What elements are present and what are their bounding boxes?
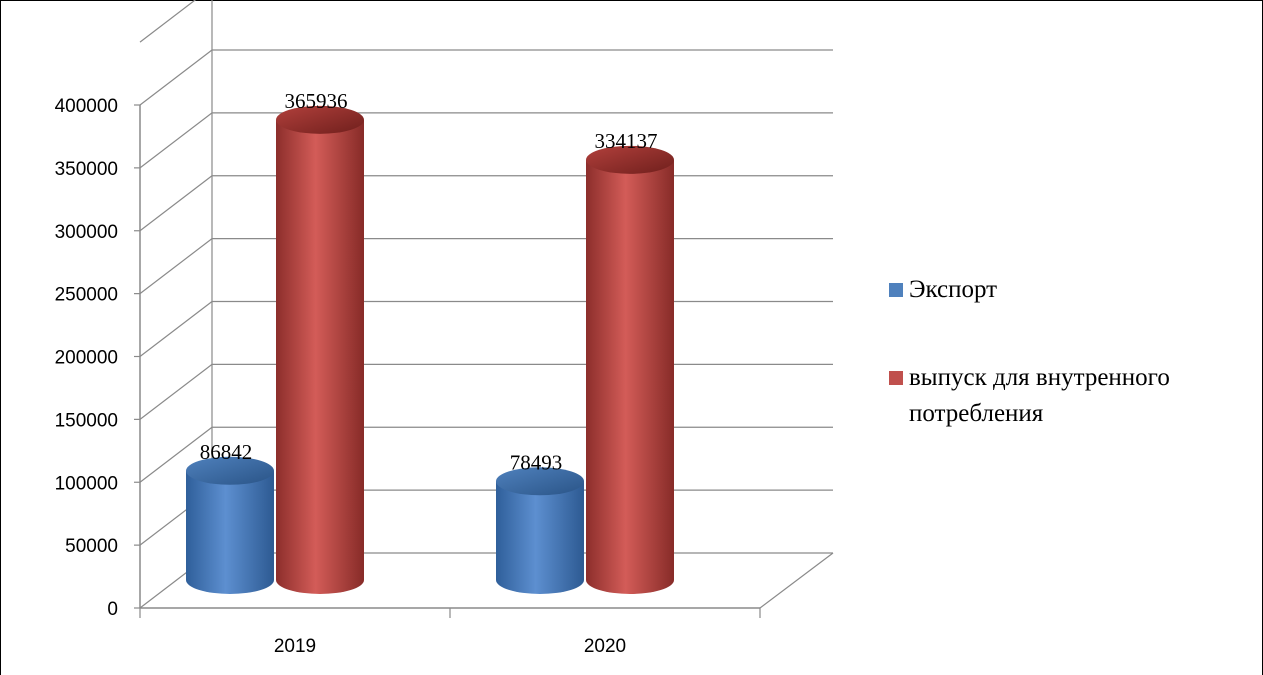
y-tick-label: 300000 xyxy=(55,222,118,243)
x-tick-labels: 2019 2020 xyxy=(274,636,626,657)
gridline-side xyxy=(139,363,213,420)
legend-swatch xyxy=(889,371,903,385)
bar-body xyxy=(496,481,584,594)
y-tick-label: 350000 xyxy=(55,159,118,180)
legend-item: Экспорт xyxy=(889,276,997,303)
gridline-side xyxy=(139,112,213,169)
data-labels: 86842 365936 78493 334137 xyxy=(200,89,658,474)
gridline-side xyxy=(139,0,197,43)
gridline-side xyxy=(139,175,213,232)
bars xyxy=(186,105,674,594)
legend-label: Экспорт xyxy=(909,276,997,303)
y-tick-label: 150000 xyxy=(55,410,118,431)
y-tick-label: 250000 xyxy=(55,285,118,306)
y-tick-labels: 0 50000 100000 150000 200000 250000 300000 3500… xyxy=(55,96,118,620)
bar-body xyxy=(586,159,674,594)
data-label: 78493 xyxy=(510,450,563,474)
legend: Экспорт выпуск для внутренного потребления xyxy=(889,276,1170,427)
bar xyxy=(586,145,674,594)
y-tick-label: 50000 xyxy=(65,536,118,557)
y-tick-label: 0 xyxy=(107,599,118,620)
y-tick-label: 400000 xyxy=(55,96,118,117)
x-tick-label: 2019 xyxy=(274,636,316,657)
legend-item: выпуск для внутренного потребления xyxy=(889,364,1170,427)
gridline-side xyxy=(139,238,213,295)
data-label: 334137 xyxy=(595,129,658,153)
bar-top xyxy=(186,456,274,485)
gridline-side xyxy=(139,301,213,357)
gridline-side xyxy=(139,426,213,483)
data-label: 86842 xyxy=(200,440,253,464)
bar xyxy=(276,105,364,594)
floor-edge xyxy=(759,552,834,609)
bar-body xyxy=(186,470,274,594)
axes xyxy=(134,104,761,618)
y-tick-label: 200000 xyxy=(55,348,118,369)
gridline-side xyxy=(139,49,213,106)
x-tick-label: 2020 xyxy=(584,636,626,657)
legend-label: выпуск для внутренного xyxy=(909,364,1170,391)
bar-top xyxy=(586,145,674,174)
legend-swatch xyxy=(889,283,903,297)
bar xyxy=(186,456,274,594)
bar xyxy=(496,467,584,594)
data-label: 365936 xyxy=(285,89,348,113)
bar-top xyxy=(276,105,364,134)
y-tick-label: 100000 xyxy=(55,473,118,494)
bar-body xyxy=(276,119,364,594)
bar-top xyxy=(496,467,584,496)
legend-label: потребления xyxy=(909,400,1044,427)
